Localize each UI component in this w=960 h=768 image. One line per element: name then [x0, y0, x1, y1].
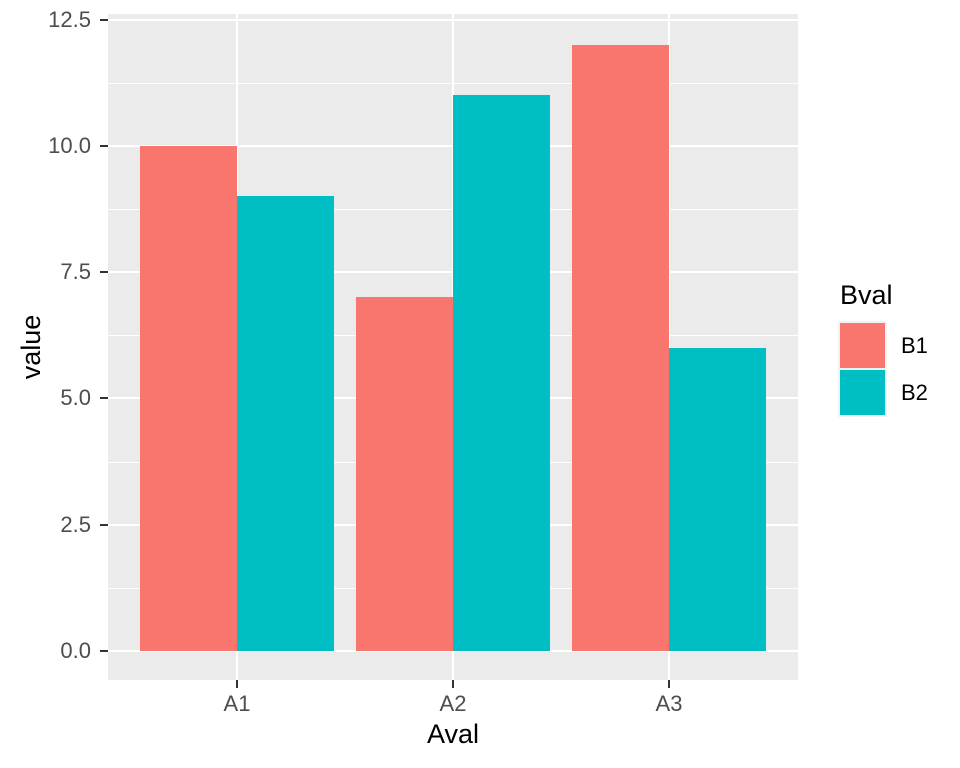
x-tick-mark — [668, 680, 670, 688]
y-tick-label: 2.5 — [60, 512, 91, 537]
legend-swatch-B2 — [840, 370, 885, 415]
legend-item-B2: B2 — [840, 370, 960, 415]
legend-swatch-B1 — [840, 323, 885, 368]
x-tick-mark — [452, 680, 454, 688]
y-tick-mark — [100, 271, 108, 273]
y-tick-mark — [100, 650, 108, 652]
bar-A3-B2 — [669, 348, 766, 651]
x-tick-label: A2 — [439, 691, 467, 716]
bar-A1-B1 — [140, 146, 237, 651]
x-gridline-major — [668, 14, 670, 680]
y-tick-mark — [100, 524, 108, 526]
y-axis-title: value — [16, 314, 46, 380]
y-tick-label: 5.0 — [60, 385, 91, 410]
bar-A1-B2 — [237, 196, 334, 651]
y-tick-mark — [100, 145, 108, 147]
y-tick-label: 10.0 — [48, 133, 91, 158]
y-tick-mark — [100, 19, 108, 21]
legend-label-B1: B1 — [901, 332, 928, 358]
y-tick-label: 0.0 — [60, 638, 91, 663]
x-tick-label: A1 — [223, 691, 251, 716]
legend-title: Bval — [840, 280, 893, 310]
legend-items: B1 B2 — [840, 323, 960, 415]
y-tick-label: 7.5 — [60, 259, 91, 284]
legend-item-B1: B1 — [840, 323, 960, 368]
legend: Bval B1 B2 — [840, 280, 960, 415]
x-tick-mark — [236, 680, 238, 688]
bar-A2-B1 — [356, 297, 453, 651]
x-axis-title: Aval — [426, 719, 480, 749]
bar-A3-B1 — [572, 45, 669, 651]
y-tick-label: 12.5 — [48, 7, 91, 32]
legend-label-B2: B2 — [901, 379, 928, 405]
bar-A2-B2 — [453, 95, 550, 651]
y-tick-mark — [100, 397, 108, 399]
x-tick-label: A3 — [655, 691, 683, 716]
